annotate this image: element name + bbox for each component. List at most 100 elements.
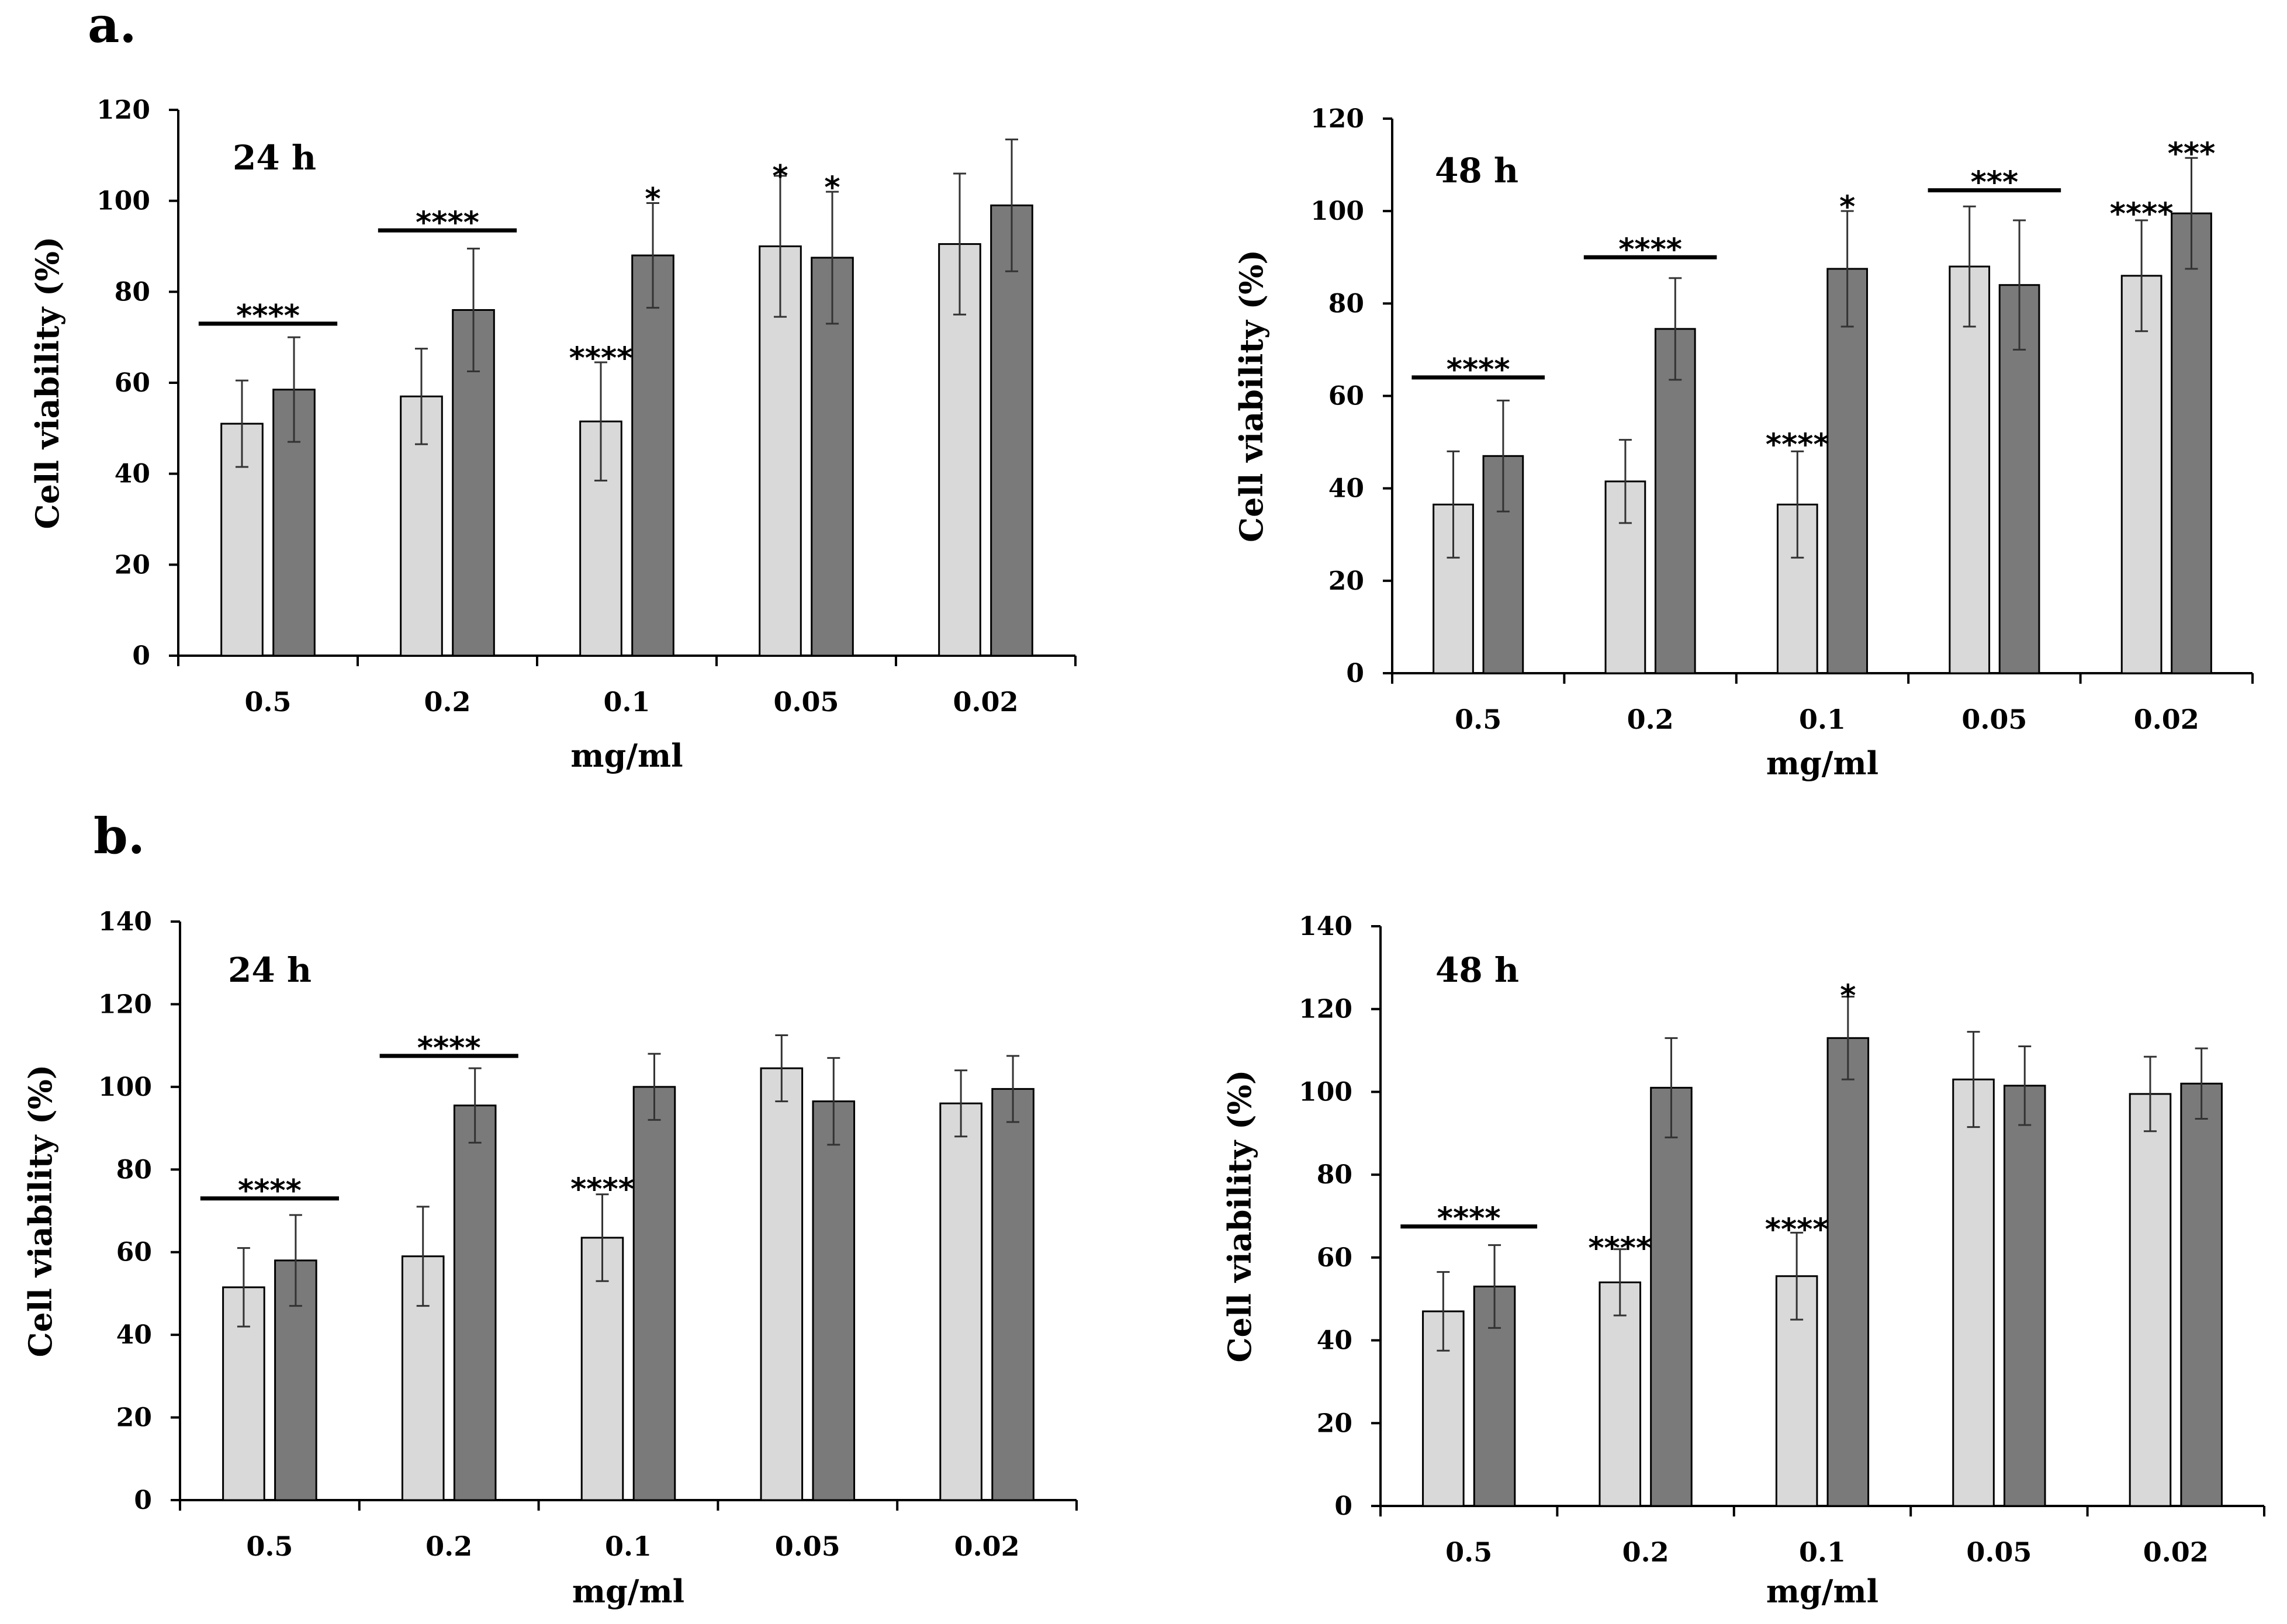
- y-tick-label: 100: [98, 1072, 152, 1102]
- y-tick-label: 40: [1317, 1326, 1352, 1356]
- bar-dark: [1473, 1285, 1516, 1507]
- y-tick-label: 120: [1310, 104, 1364, 134]
- x-tick-label: 0.2: [425, 1530, 472, 1562]
- significance-label: *: [772, 159, 788, 194]
- y-tick-label: 140: [1299, 912, 1352, 941]
- significance-label: ****: [570, 1172, 634, 1207]
- bar-dark: [1654, 328, 1696, 674]
- bar-dark: [632, 1086, 676, 1501]
- significance-label: *: [1840, 978, 1856, 1013]
- bar-light: [939, 1102, 982, 1501]
- y-tick-label: 80: [115, 277, 150, 307]
- y-tick-label: 80: [1317, 1160, 1352, 1190]
- significance-label: *: [645, 182, 660, 217]
- x-axis-title: mg/ml: [570, 737, 683, 774]
- x-tick-label: 0.1: [603, 686, 650, 718]
- x-tick-label: 0.05: [1966, 1536, 2032, 1568]
- x-tick-label: 0.2: [1627, 704, 1674, 735]
- y-tick-label: 100: [1299, 1077, 1352, 1107]
- significance-label: ****: [1447, 352, 1510, 387]
- y-tick-label: 20: [1328, 566, 1364, 596]
- y-tick-label: 120: [1299, 995, 1352, 1024]
- significance-label: *: [1839, 189, 1855, 224]
- x-tick-label: 0.05: [775, 1530, 840, 1562]
- bar-dark: [990, 204, 1033, 657]
- y-tick-label: 100: [96, 186, 150, 216]
- bar-dark: [991, 1088, 1034, 1501]
- x-tick-label: 0.05: [773, 686, 839, 718]
- x-tick-label: 0.2: [1622, 1536, 1669, 1568]
- y-tick-label: 20: [116, 1403, 152, 1433]
- significance-label: ****: [236, 299, 300, 334]
- y-tick-label: 80: [1328, 289, 1364, 318]
- y-tick-label: 60: [1328, 382, 1364, 411]
- y-tick-label: 140: [98, 907, 152, 937]
- y-tick-label: 100: [1310, 196, 1364, 226]
- significance-label: ****: [1588, 1231, 1652, 1266]
- y-tick-label: 0: [134, 1486, 152, 1515]
- significance-label: ****: [416, 205, 479, 240]
- bar-dark: [1826, 1037, 1870, 1507]
- y-axis-title: Cell viability (%): [1221, 1070, 1258, 1363]
- x-tick-label: 0.02: [2134, 704, 2199, 735]
- significance-label: ***: [2168, 136, 2216, 171]
- x-tick-label: 0.5: [244, 686, 291, 718]
- x-tick-label: 0.1: [1799, 1536, 1846, 1568]
- significance-label: ****: [1437, 1201, 1501, 1237]
- chart-title: 24 h: [228, 950, 312, 990]
- y-tick-label: 80: [116, 1155, 152, 1185]
- x-tick-label: 0.05: [1961, 704, 2027, 735]
- y-tick-label: 120: [96, 95, 150, 125]
- significance-label: ****: [417, 1031, 481, 1066]
- y-tick-label: 60: [115, 368, 150, 398]
- significance-label: ****: [2110, 196, 2174, 231]
- bar-light: [1599, 1281, 1642, 1507]
- y-tick-label: 40: [115, 459, 150, 489]
- y-axis-title: Cell viability (%): [29, 237, 66, 529]
- bar-light: [1949, 265, 1991, 674]
- x-axis-title: mg/ml: [1766, 1573, 1878, 1610]
- y-tick-label: 20: [115, 550, 150, 580]
- significance-label: ****: [1766, 428, 1829, 463]
- significance-label: ****: [238, 1173, 302, 1209]
- x-tick-label: 0.1: [1799, 704, 1846, 735]
- significance-label: ***: [1971, 165, 2019, 200]
- x-tick-label: 0.2: [424, 686, 470, 718]
- y-tick-label: 0: [1334, 1491, 1352, 1521]
- x-tick-label: 0.02: [954, 1530, 1020, 1562]
- y-tick-label: 40: [1328, 474, 1364, 504]
- bar-light: [2120, 275, 2163, 674]
- panel-label-a: a.: [88, 0, 137, 54]
- bar-dark: [631, 254, 674, 657]
- x-tick-label: 0.5: [1455, 704, 1501, 735]
- y-tick-label: 20: [1317, 1408, 1352, 1438]
- chart-title: 48 h: [1435, 950, 1519, 990]
- significance-label: *: [824, 171, 840, 206]
- chart-title: 24 h: [233, 138, 316, 178]
- bar-light: [760, 1067, 804, 1501]
- x-tick-label: 0.5: [246, 1530, 293, 1562]
- bar-dark: [453, 1104, 497, 1501]
- x-tick-label: 0.02: [2143, 1536, 2209, 1568]
- significance-label: ****: [569, 341, 633, 376]
- bar-dark: [812, 1100, 856, 1501]
- y-tick-label: 60: [116, 1238, 152, 1268]
- bar-dark: [1650, 1086, 1693, 1507]
- bar-light: [2129, 1093, 2172, 1507]
- y-axis-title: Cell viability (%): [1233, 250, 1270, 542]
- y-axis-title: Cell viability (%): [22, 1065, 59, 1358]
- bar-dark: [2180, 1082, 2223, 1507]
- bar-dark: [811, 257, 854, 657]
- panel-label-b: b.: [94, 807, 145, 865]
- y-tick-label: 0: [1346, 659, 1364, 688]
- significance-label: ****: [1765, 1213, 1829, 1248]
- y-tick-label: 40: [116, 1320, 152, 1350]
- x-axis-title: mg/ml: [572, 1573, 684, 1610]
- bar-dark: [2003, 1085, 2046, 1507]
- x-tick-label: 0.5: [1445, 1536, 1492, 1568]
- y-tick-label: 60: [1317, 1243, 1352, 1273]
